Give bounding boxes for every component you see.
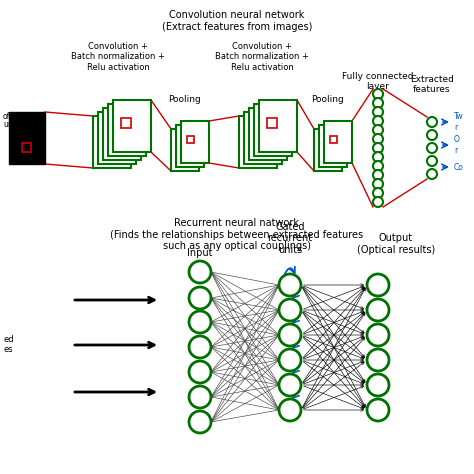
Bar (259, 100, 297, 152)
Bar (254, 104, 292, 156)
Circle shape (373, 197, 383, 207)
Text: Output
(Optical results): Output (Optical results) (357, 233, 435, 255)
Text: es: es (4, 346, 14, 355)
Circle shape (367, 324, 389, 346)
Circle shape (427, 117, 437, 127)
Text: Recurrent neural natwork
(Finds the relationships between extracted features
suc: Recurrent neural natwork (Finds the rela… (110, 218, 364, 251)
Circle shape (373, 125, 383, 135)
Bar (108, 104, 146, 156)
Circle shape (189, 361, 211, 383)
Text: Convolution +
Batch normalization +
Relu activation: Convolution + Batch normalization + Relu… (215, 42, 309, 72)
Circle shape (373, 152, 383, 162)
Circle shape (373, 170, 383, 180)
Circle shape (367, 374, 389, 396)
Circle shape (189, 287, 211, 309)
Circle shape (189, 411, 211, 433)
Text: Co: Co (454, 163, 464, 172)
Bar (103, 108, 141, 160)
Text: ed: ed (4, 336, 15, 345)
Bar (319, 125, 347, 167)
Bar (181, 121, 209, 163)
Text: Fully connected
layer: Fully connected layer (342, 72, 414, 91)
Circle shape (189, 261, 211, 283)
Circle shape (189, 336, 211, 358)
Circle shape (427, 169, 437, 179)
Circle shape (373, 98, 383, 108)
Text: Convolution neural network
(Extract features from images): Convolution neural network (Extract feat… (162, 10, 312, 32)
Circle shape (373, 161, 383, 171)
Circle shape (373, 188, 383, 198)
Circle shape (367, 349, 389, 371)
Text: Gated
recurrent
units: Gated recurrent units (267, 222, 312, 255)
Circle shape (427, 143, 437, 153)
Text: ure: ure (3, 120, 16, 129)
Bar (249, 108, 287, 160)
Bar (171, 129, 199, 171)
Bar (98, 112, 136, 164)
Bar (267, 118, 277, 128)
Text: Tw
r: Tw r (454, 112, 464, 132)
Bar (22, 143, 31, 152)
Text: Input: Input (187, 248, 213, 258)
Circle shape (427, 130, 437, 140)
Circle shape (373, 179, 383, 189)
Text: Pooling: Pooling (311, 95, 345, 104)
Circle shape (279, 349, 301, 371)
Bar (113, 100, 151, 152)
Circle shape (367, 299, 389, 321)
Bar (9, 112, 45, 164)
Bar (330, 136, 337, 143)
Bar (244, 112, 282, 164)
Bar (239, 116, 277, 168)
Circle shape (373, 107, 383, 117)
Circle shape (279, 274, 301, 296)
Text: Pooling: Pooling (169, 95, 201, 104)
Circle shape (367, 399, 389, 421)
Bar (187, 136, 194, 143)
Circle shape (279, 374, 301, 396)
Circle shape (373, 89, 383, 99)
Circle shape (279, 299, 301, 321)
Text: Extracted
features: Extracted features (410, 75, 454, 94)
Text: O
r: O r (454, 135, 460, 155)
Circle shape (373, 134, 383, 144)
Bar (176, 125, 204, 167)
Bar (93, 116, 131, 168)
Text: Convolution +
Batch normalization +
Relu activation: Convolution + Batch normalization + Relu… (71, 42, 165, 72)
Circle shape (279, 324, 301, 346)
Circle shape (189, 311, 211, 333)
Circle shape (189, 386, 211, 408)
Bar (324, 121, 352, 163)
Circle shape (279, 399, 301, 421)
Bar (314, 129, 342, 171)
Bar (121, 118, 131, 128)
Circle shape (373, 116, 383, 126)
Text: of: of (3, 112, 10, 121)
Circle shape (427, 156, 437, 166)
Circle shape (373, 143, 383, 153)
Circle shape (367, 274, 389, 296)
